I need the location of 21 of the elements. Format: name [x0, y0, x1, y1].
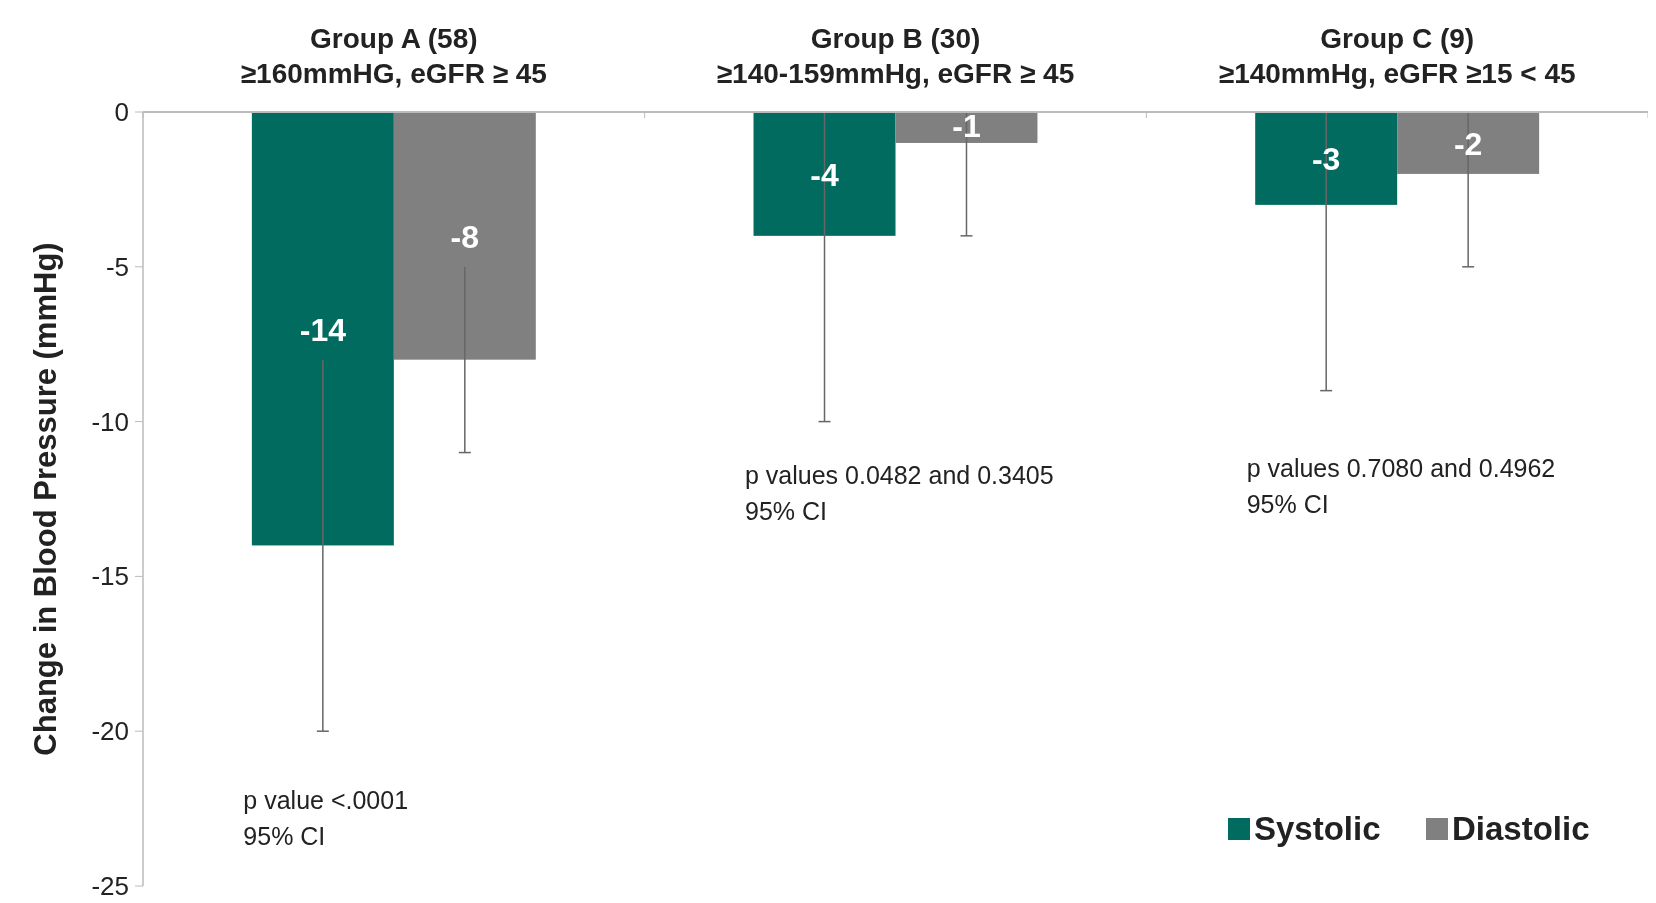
data-label: -2 — [1453, 125, 1483, 162]
y-tick-label: 0 — [114, 97, 129, 127]
data-label: -8 — [450, 218, 480, 255]
legend-label: Diastolic — [1452, 810, 1590, 847]
y-tick-label: -20 — [91, 716, 129, 747]
y-tick-label: -10 — [91, 406, 129, 437]
x-tick-label: Group C (9) ≥140mmHg, eGFR ≥15 < 45 — [1218, 23, 1576, 89]
data-label: -4 — [810, 156, 839, 193]
y-tick-label: -25 — [91, 871, 129, 901]
y-tick-label: -5 — [105, 251, 129, 282]
annotation: p values 0.7080 and 0.4962 95% CI — [1246, 454, 1556, 519]
y-tick-label: -15 — [91, 561, 129, 592]
legend-label: Systolic — [1254, 810, 1381, 847]
x-tick-label: Group B (30) ≥140-159mmHg, eGFR ≥ 45 — [716, 23, 1075, 89]
y-axis-title: Change in Blood Pressure (mmHg) — [28, 242, 63, 756]
x-tick-label: Group A (58) ≥160mmHG, eGFR ≥ 45 — [240, 23, 547, 89]
data-label: -3 — [1311, 141, 1341, 178]
data-label: -1 — [952, 108, 981, 145]
data-label: -14 — [299, 311, 347, 348]
annotation: p values 0.0482 and 0.3405 95% CI — [745, 460, 1054, 525]
annotation: p value <.0001 95% CI — [243, 785, 409, 850]
